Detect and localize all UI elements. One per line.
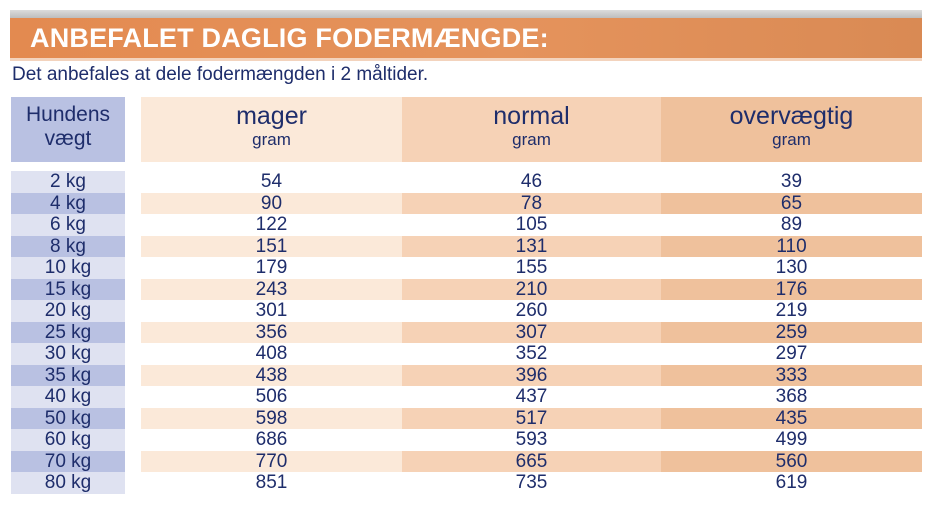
weight-cell: 80 kg: [11, 472, 125, 494]
mager-cell: 151: [141, 235, 402, 257]
normal-cell: 210: [402, 278, 661, 300]
overvaegtig-cell: 560: [661, 450, 922, 472]
table-row: 35 kg 438 396 333: [0, 364, 933, 386]
weight-cell: 8 kg: [11, 235, 125, 257]
page-title: ANBEFALET DAGLIG FODERMÆNGDE:: [30, 23, 549, 53]
column-name: normal: [493, 102, 570, 130]
mager-cell: 438: [141, 364, 402, 386]
overvaegtig-cell: 499: [775, 429, 808, 450]
table-row: 70 kg 770 665 560: [0, 450, 933, 472]
overvaegtig-cell: 89: [780, 214, 803, 235]
column-unit: gram: [252, 130, 291, 149]
mager-cell: 122: [255, 214, 288, 235]
overvaegtig-cell: 297: [775, 343, 808, 364]
weight-header: Hundens vægt: [11, 97, 125, 162]
mager-cell: 408: [255, 343, 288, 364]
table-row: 80 kg 851 735 619: [0, 472, 933, 494]
overvaegtig-cell: 65: [661, 192, 922, 214]
mager-cell: 770: [141, 450, 402, 472]
top-rule: [10, 10, 922, 18]
weight-cell: 30 kg: [11, 343, 125, 365]
normal-cell: 735: [515, 472, 548, 493]
mager-cell: 356: [141, 321, 402, 343]
table-row: 25 kg 356 307 259: [0, 321, 933, 343]
normal-cell: 131: [402, 235, 661, 257]
column-unit: gram: [512, 130, 551, 149]
weight-cell: 20 kg: [11, 300, 125, 322]
weight-cell: 4 kg: [11, 192, 125, 214]
overvaegtig-cell: 110: [661, 235, 922, 257]
column-header-normal: normal gram: [402, 97, 661, 162]
mager-cell: 506: [255, 386, 288, 407]
subtitle: Det anbefales at dele fodermængden i 2 m…: [12, 64, 429, 85]
overvaegtig-cell: 176: [661, 278, 922, 300]
weight-cell: 50 kg: [11, 407, 125, 429]
normal-cell: 155: [515, 257, 548, 278]
weight-cell: 6 kg: [11, 214, 125, 236]
column-unit: gram: [772, 130, 811, 149]
table-row: 50 kg 598 517 435: [0, 407, 933, 429]
weight-cell: 70 kg: [11, 450, 125, 472]
mager-cell: 686: [255, 429, 288, 450]
table-row: 6 kg 122 105 89: [0, 214, 933, 236]
weight-cell: 2 kg: [11, 171, 125, 193]
column-name: mager: [236, 102, 307, 130]
normal-cell: 105: [515, 214, 548, 235]
table-row: 2 kg 54 46 39: [0, 171, 933, 193]
overvaegtig-cell: 435: [661, 407, 922, 429]
normal-cell: 46: [520, 171, 543, 192]
mager-cell: 851: [255, 472, 288, 493]
column-header-mager: mager gram: [141, 97, 402, 162]
mager-cell: 90: [141, 192, 402, 214]
table-row: 8 kg 151 131 110: [0, 235, 933, 257]
column-name: overvægtig: [729, 102, 854, 130]
title-banner: ANBEFALET DAGLIG FODERMÆNGDE:: [10, 18, 922, 58]
overvaegtig-cell: 333: [661, 364, 922, 386]
overvaegtig-cell: 368: [775, 386, 808, 407]
overvaegtig-cell: 259: [661, 321, 922, 343]
weight-header-line-2: vægt: [44, 127, 92, 150]
mager-cell: 243: [141, 278, 402, 300]
table-row: 40 kg 506 437 368: [0, 386, 933, 408]
weight-cell: 15 kg: [11, 278, 125, 300]
mager-cell: 301: [255, 300, 288, 321]
table-row: 60 kg 686 593 499: [0, 429, 933, 451]
table-row: 10 kg 179 155 130: [0, 257, 933, 279]
banner-edge: [10, 58, 922, 61]
weight-cell: 25 kg: [11, 321, 125, 343]
mager-cell: 179: [255, 257, 288, 278]
normal-cell: 352: [515, 343, 548, 364]
table-row: 20 kg 301 260 219: [0, 300, 933, 322]
mager-cell: 54: [260, 171, 283, 192]
normal-cell: 260: [515, 300, 548, 321]
normal-cell: 396: [402, 364, 661, 386]
overvaegtig-cell: 619: [775, 472, 808, 493]
overvaegtig-cell: 130: [775, 257, 808, 278]
mager-cell: 598: [141, 407, 402, 429]
weight-cell: 40 kg: [11, 386, 125, 408]
weight-cell: 35 kg: [11, 364, 125, 386]
normal-cell: 665: [402, 450, 661, 472]
overvaegtig-cell: 39: [780, 171, 803, 192]
table-row: 4 kg 90 78 65: [0, 192, 933, 214]
weight-cell: 10 kg: [11, 257, 125, 279]
table-row: 30 kg 408 352 297: [0, 343, 933, 365]
normal-cell: 517: [402, 407, 661, 429]
normal-cell: 593: [515, 429, 548, 450]
normal-cell: 307: [402, 321, 661, 343]
weight-cell: 60 kg: [11, 429, 125, 451]
overvaegtig-cell: 219: [775, 300, 808, 321]
normal-cell: 437: [515, 386, 548, 407]
column-header-overvaegtig: overvægtig gram: [661, 97, 922, 162]
table-row: 15 kg 243 210 176: [0, 278, 933, 300]
feeding-table-body: 2 kg 54 46 39 4 kg 90 78 65 6 kg 122 105 89 8 kg 151 1…: [0, 171, 933, 494]
normal-cell: 78: [402, 192, 661, 214]
weight-header-line-1: Hundens: [25, 103, 111, 126]
